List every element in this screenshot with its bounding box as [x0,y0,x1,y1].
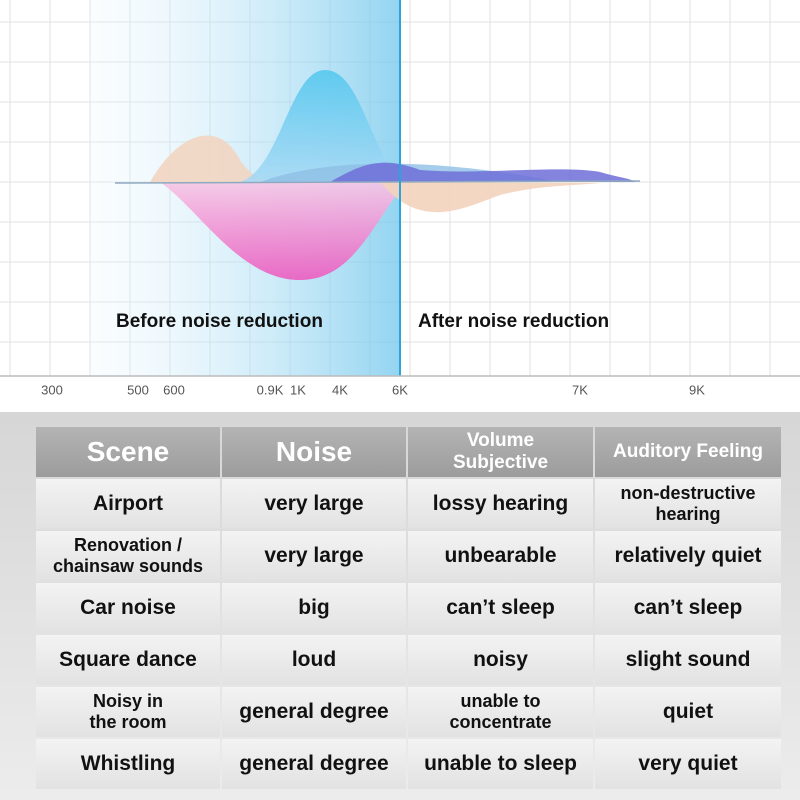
table-cell: very large [222,479,406,529]
table-cell: can’t sleep [595,583,781,633]
table-cell: lossy hearing [408,479,593,529]
table-cell: quiet [595,687,781,737]
wave [150,135,290,182]
x-label: 0.9K [257,382,284,397]
table-cell: Whistling [36,739,220,789]
wave [330,162,635,182]
table-cell: very quiet [595,739,781,789]
x-label: 6K [392,382,408,397]
table-cell: slight sound [595,635,781,685]
noise-chart: Before noise reduction After noise reduc… [0,0,800,397]
x-label: 300 [41,382,63,397]
baseline [114,180,641,184]
table-cell: loud [222,635,406,685]
region-label: Before noise reduction [116,311,323,332]
table-cell: big [222,583,406,633]
table-cell: Noisy in the room [36,687,220,737]
x-label: 500 [127,382,149,397]
table-cell: noisy [408,635,593,685]
table-cell: relatively quiet [595,531,781,581]
table-cell: Square dance [36,635,220,685]
x-label: 7K [572,382,588,397]
table-cell: can’t sleep [408,583,593,633]
table-cell: Renovation / chainsaw sounds [36,531,220,581]
table-cell: general degree [222,687,406,737]
table-cell: general degree [222,739,406,789]
wave [240,70,400,182]
header-cell: Auditory Feeling [595,427,781,477]
table-cell: Airport [36,479,220,529]
table-cell: unable to concentrate [408,687,593,737]
x-label: 1K [290,382,306,397]
header-cell: Scene [36,427,220,477]
x-label: 4K [332,382,348,397]
table-cell: Car noise [36,583,220,633]
header-cell: Volume Subjective [408,427,593,477]
header-cell: Noise [222,427,406,477]
table-cell: unable to sleep [408,739,593,789]
table-cell: non-destructive hearing [595,479,781,529]
wave [380,182,600,213]
region-label: After noise reduction [418,311,609,332]
table-cell: very large [222,531,406,581]
table-cell: unbearable [408,531,593,581]
x-label: 9K [689,382,705,397]
wave [160,182,400,280]
x-label: 600 [163,382,185,397]
